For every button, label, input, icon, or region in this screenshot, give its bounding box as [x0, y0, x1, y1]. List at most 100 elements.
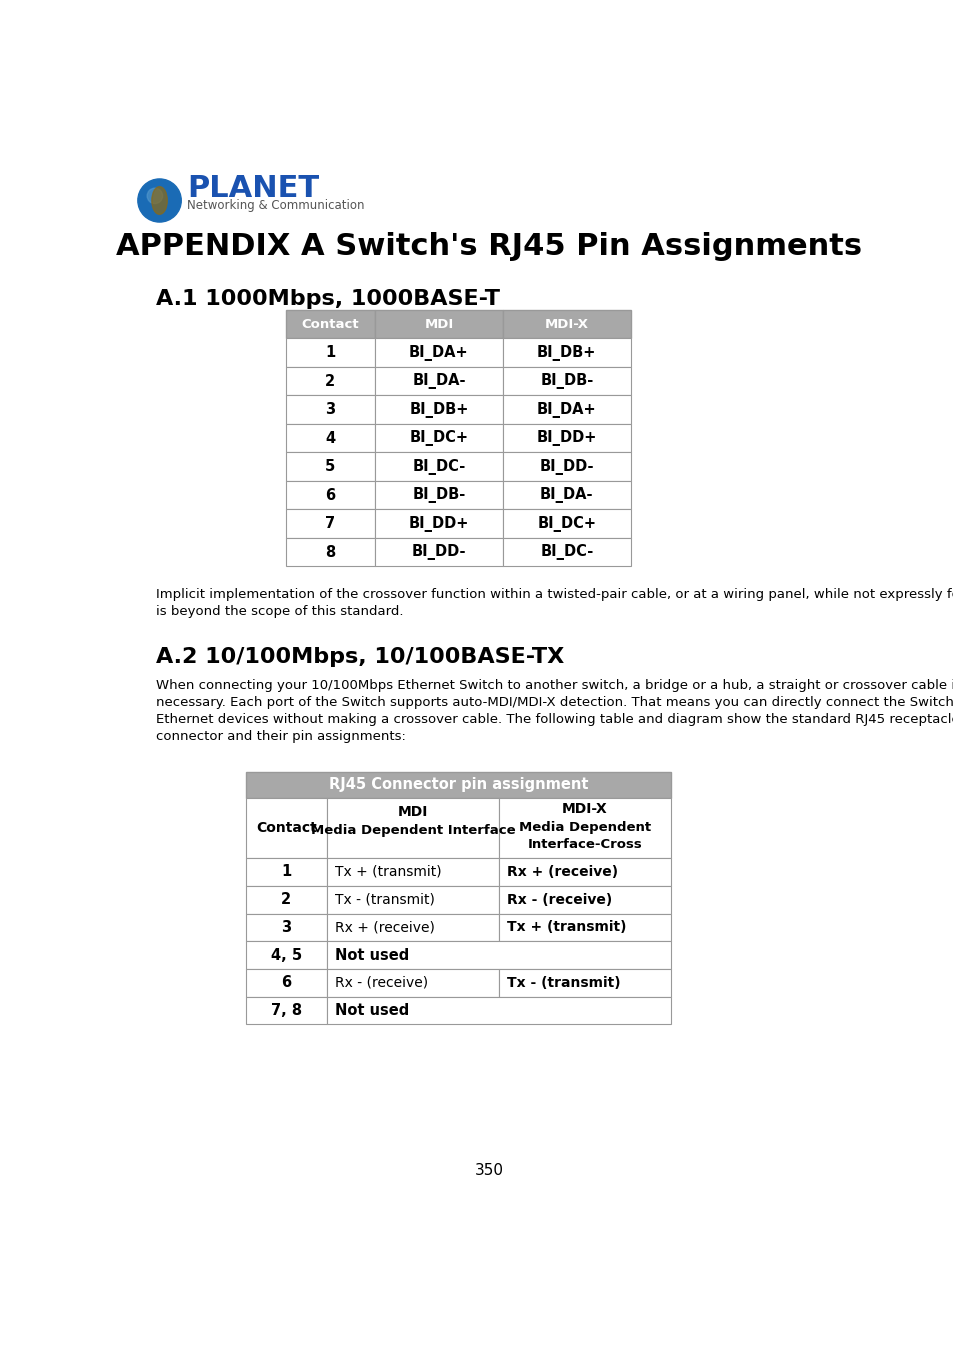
Text: is beyond the scope of this standard.: is beyond the scope of this standard. — [156, 605, 403, 618]
Bar — [327, 941, 670, 969]
Ellipse shape — [152, 186, 167, 215]
Text: BI_DA+: BI_DA+ — [409, 344, 468, 360]
Bar — [375, 537, 502, 566]
Circle shape — [147, 188, 162, 204]
Bar — [245, 996, 327, 1025]
Text: 1: 1 — [325, 346, 335, 360]
Bar — [502, 537, 630, 566]
Bar — [498, 914, 670, 941]
Text: MDI: MDI — [397, 805, 428, 819]
Text: BI_DB-: BI_DB- — [539, 373, 593, 389]
Bar — [375, 396, 502, 424]
Bar — [498, 859, 670, 886]
Bar — [498, 886, 670, 914]
Text: Rx + (receive): Rx + (receive) — [506, 865, 618, 879]
Text: 1: 1 — [281, 864, 291, 879]
Text: Tx - (transmit): Tx - (transmit) — [506, 976, 619, 990]
Text: BI_DA-: BI_DA- — [412, 373, 465, 389]
Text: 3: 3 — [281, 919, 291, 936]
Bar — [245, 798, 327, 859]
Bar — [245, 859, 327, 886]
Bar — [327, 798, 498, 859]
Bar — [498, 969, 670, 996]
Bar — [502, 509, 630, 537]
Bar — [286, 367, 375, 396]
Text: BI_DB-: BI_DB- — [412, 487, 465, 504]
Bar — [286, 424, 375, 452]
Text: Contact: Contact — [255, 821, 316, 836]
Bar — [502, 310, 630, 339]
Bar — [375, 339, 502, 367]
Bar — [375, 481, 502, 509]
Bar — [375, 424, 502, 452]
Text: 6: 6 — [325, 487, 335, 502]
Text: 6: 6 — [281, 975, 291, 991]
Text: 4: 4 — [325, 431, 335, 446]
Text: 2: 2 — [325, 374, 335, 389]
Bar — [286, 339, 375, 367]
Text: 7, 8: 7, 8 — [271, 1003, 301, 1018]
Bar — [375, 509, 502, 537]
Text: 7: 7 — [325, 516, 335, 531]
Text: BI_DC+: BI_DC+ — [409, 431, 468, 446]
Text: BI_DC-: BI_DC- — [539, 544, 593, 560]
Bar — [245, 772, 670, 798]
Text: MDI-X: MDI-X — [561, 802, 607, 815]
Text: MDI-X: MDI-X — [544, 317, 588, 331]
Text: PLANET: PLANET — [187, 174, 319, 204]
Text: Tx + (transmit): Tx + (transmit) — [506, 921, 625, 934]
Text: BI_DD+: BI_DD+ — [408, 516, 469, 532]
Bar — [286, 509, 375, 537]
Bar — [286, 310, 375, 339]
Text: necessary. Each port of the Switch supports auto-MDI/MDI-X detection. That means: necessary. Each port of the Switch suppo… — [156, 697, 953, 709]
Bar — [327, 886, 498, 914]
Bar — [502, 396, 630, 424]
Text: BI_DB+: BI_DB+ — [409, 401, 468, 417]
Bar — [245, 886, 327, 914]
Bar — [286, 481, 375, 509]
Bar — [245, 941, 327, 969]
Text: BI_DD-: BI_DD- — [412, 544, 466, 560]
Bar — [375, 310, 502, 339]
Text: BI_DD-: BI_DD- — [539, 459, 594, 475]
Text: 8: 8 — [325, 544, 335, 559]
Bar — [502, 452, 630, 481]
Bar — [245, 914, 327, 941]
Text: 3: 3 — [325, 402, 335, 417]
Bar — [498, 798, 670, 859]
Text: Interface-Cross: Interface-Cross — [527, 838, 641, 850]
Bar — [327, 859, 498, 886]
Text: Tx + (transmit): Tx + (transmit) — [335, 865, 441, 879]
Text: 4, 5: 4, 5 — [271, 948, 301, 963]
Text: BI_DB+: BI_DB+ — [537, 344, 596, 360]
Text: 5: 5 — [325, 459, 335, 474]
Bar — [245, 969, 327, 996]
Text: BI_DC+: BI_DC+ — [537, 516, 596, 532]
Bar — [502, 424, 630, 452]
Bar — [502, 367, 630, 396]
Text: A.2 10/100Mbps, 10/100BASE-TX: A.2 10/100Mbps, 10/100BASE-TX — [156, 647, 564, 667]
Text: Tx - (transmit): Tx - (transmit) — [335, 892, 435, 907]
Text: Not used: Not used — [335, 948, 409, 963]
Text: When connecting your 10/100Mbps Ethernet Switch to another switch, a bridge or a: When connecting your 10/100Mbps Ethernet… — [156, 679, 953, 693]
Text: RJ45 Connector pin assignment: RJ45 Connector pin assignment — [328, 778, 587, 792]
Text: BI_DC-: BI_DC- — [412, 459, 465, 475]
Text: BI_DD+: BI_DD+ — [536, 431, 597, 446]
Bar — [502, 339, 630, 367]
Text: Rx - (receive): Rx - (receive) — [506, 892, 612, 907]
Text: 2: 2 — [281, 892, 291, 907]
Text: Rx + (receive): Rx + (receive) — [335, 921, 435, 934]
Text: Not used: Not used — [335, 1003, 409, 1018]
Bar — [327, 914, 498, 941]
Text: Media Dependent: Media Dependent — [518, 821, 650, 834]
Bar — [286, 452, 375, 481]
Bar — [502, 481, 630, 509]
Bar — [375, 367, 502, 396]
Text: Rx - (receive): Rx - (receive) — [335, 976, 427, 990]
Bar — [286, 396, 375, 424]
Text: MDI: MDI — [424, 317, 453, 331]
Text: BI_DA+: BI_DA+ — [537, 401, 596, 417]
Text: Implicit implementation of the crossover function within a twisted-pair cable, o: Implicit implementation of the crossover… — [156, 587, 953, 601]
Text: APPENDIX A Switch's RJ45 Pin Assignments: APPENDIX A Switch's RJ45 Pin Assignments — [115, 232, 862, 261]
Text: connector and their pin assignments:: connector and their pin assignments: — [156, 730, 406, 744]
